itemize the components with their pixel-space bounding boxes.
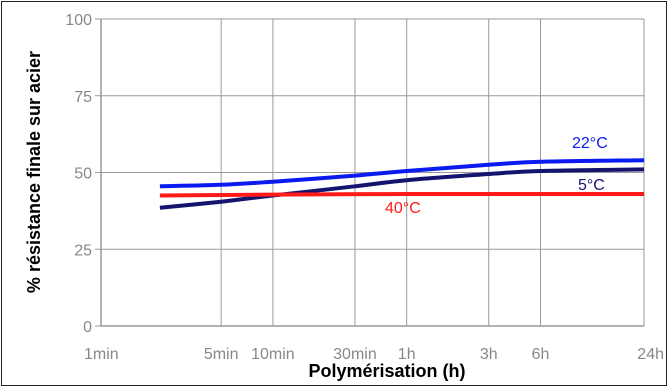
- y-tick-label: 50: [74, 166, 92, 183]
- x-tick-label: 1min: [84, 346, 119, 363]
- x-tick-label: 24h: [637, 346, 664, 363]
- series-label-40c: 40°C: [385, 200, 421, 217]
- series-line-40c: [159, 191, 644, 198]
- y-axis-title: % résistance finale sur acier: [24, 51, 44, 293]
- series-line-22c: [159, 158, 645, 189]
- y-tick-label: 100: [65, 12, 92, 29]
- series-line-5c: [159, 167, 645, 210]
- y-tick-label: 75: [74, 89, 92, 106]
- x-tick-label: 5min: [204, 346, 239, 363]
- series-label-5c: 5°C: [578, 177, 605, 194]
- x-tick-label: 1h: [398, 346, 416, 363]
- series-label-22c: 22°C: [572, 135, 608, 152]
- x-tick-label: 30min: [333, 346, 377, 363]
- x-tick-label: 10min: [251, 346, 295, 363]
- x-axis-title: Polymérisation (h): [308, 361, 465, 381]
- x-tick-label: 6h: [532, 346, 550, 363]
- y-tick-label: 25: [74, 242, 92, 259]
- x-tick-label: 3h: [480, 346, 498, 363]
- y-tick-label: 0: [83, 319, 92, 336]
